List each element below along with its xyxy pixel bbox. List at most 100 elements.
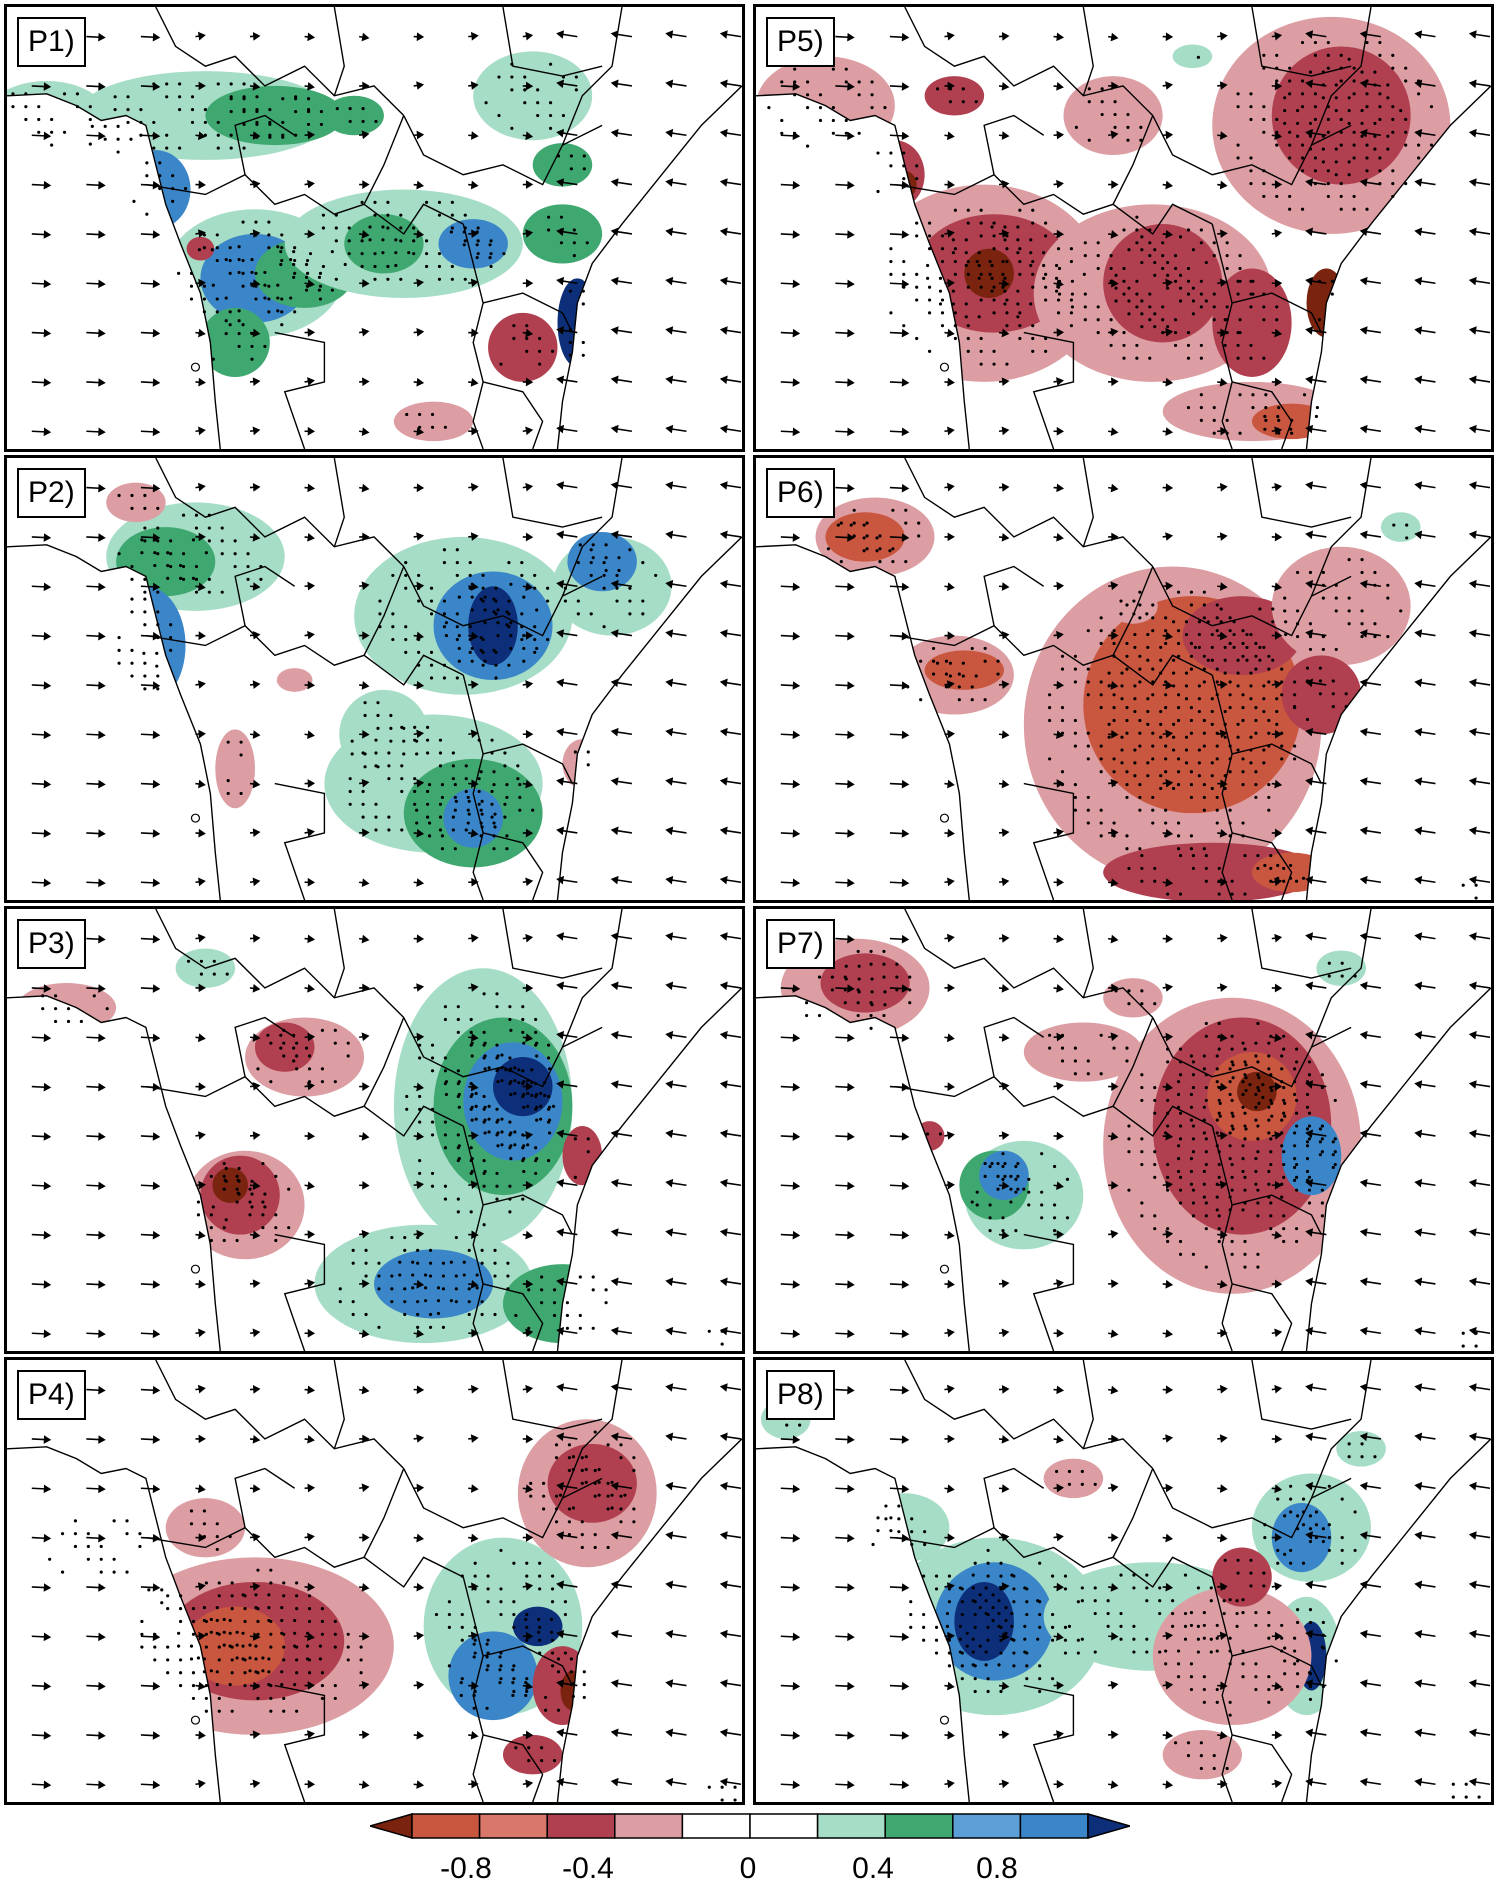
wind-arrowhead: [152, 1583, 161, 1592]
wind-arrowhead: [198, 1082, 206, 1092]
wind-arrowhead: [901, 878, 910, 888]
anomaly-area: [344, 214, 424, 274]
anomaly-area: [185, 1606, 285, 1686]
coastline: [1305, 1438, 1491, 1802]
wind-arrowhead: [1305, 326, 1314, 335]
wind-arrowhead: [901, 1780, 910, 1790]
wind-arrowhead: [792, 1280, 801, 1289]
wind-arrowhead: [1414, 79, 1423, 89]
wind-arrowhead: [1165, 631, 1174, 641]
wind-arrowhead: [361, 32, 370, 42]
wind-arrowhead: [361, 1229, 370, 1239]
wind-arrowhead: [307, 1532, 315, 1542]
wind-arrowhead: [1219, 582, 1228, 591]
wind-arrowhead: [307, 179, 315, 189]
wind-arrowhead: [719, 1580, 728, 1590]
country-border: [234, 1016, 296, 1077]
wind-arrowhead: [1220, 1230, 1228, 1240]
map-panel-p5: P5): [753, 4, 1494, 452]
wind-vectors: [780, 30, 1491, 437]
wind-arrowhead: [471, 1779, 479, 1789]
colorbar-tick-label: 0.8: [976, 1852, 1018, 1885]
wind-arrowhead: [1110, 878, 1119, 887]
wind-arrowhead: [152, 779, 161, 789]
wind-arrowhead: [43, 1780, 52, 1790]
wind-arrowhead: [252, 1384, 261, 1394]
wind-arrowhead: [1111, 81, 1119, 91]
wind-arrowhead: [198, 1180, 206, 1190]
wind-arrowhead: [1165, 1032, 1174, 1042]
wind-arrowhead: [1110, 1680, 1119, 1690]
wind-arrowhead: [1359, 1383, 1368, 1392]
wind-arrowhead: [1001, 1181, 1010, 1190]
ocean-area: [756, 1446, 970, 1802]
wind-arrowhead: [719, 481, 728, 490]
colorbar-box: [884, 1813, 954, 1839]
wind-arrowhead: [43, 1681, 52, 1691]
wind-arrowhead: [719, 375, 728, 385]
wind-arrowhead: [416, 327, 425, 337]
wind-arrowhead: [470, 1082, 479, 1092]
wind-arrowhead: [98, 1385, 106, 1395]
wind-arrowhead: [43, 779, 52, 789]
wind-arrowhead: [947, 1779, 955, 1789]
wind-arrowhead: [470, 1180, 479, 1190]
wind-arrowhead: [719, 1129, 728, 1139]
wind-arrowhead: [1220, 1328, 1228, 1338]
wind-arrowhead: [947, 426, 955, 436]
wind-arrowhead: [252, 131, 261, 140]
coastline: [756, 995, 970, 1351]
wind-arrowhead: [152, 829, 161, 838]
wind-arrowhead: [946, 229, 955, 238]
wind-arrowhead: [98, 180, 106, 190]
wind-arrowhead: [665, 1629, 674, 1639]
wind-arrowhead: [1110, 1229, 1119, 1239]
wind-arrowhead: [252, 877, 261, 887]
wind-arrowhead: [792, 1484, 801, 1494]
wind-arrowhead: [1274, 482, 1283, 492]
wind-arrowhead: [1056, 1434, 1064, 1444]
wind-arrowhead: [946, 1384, 955, 1394]
wind-arrowhead: [947, 1533, 955, 1543]
wind-arrowhead: [792, 1780, 801, 1790]
wind-arrowhead: [361, 327, 370, 337]
wind-arrowhead: [198, 532, 206, 542]
wind-arrowhead: [847, 378, 855, 387]
wind-arrowhead: [198, 1631, 206, 1641]
wind-arrowhead: [1359, 1178, 1368, 1188]
wind-arrowhead: [252, 582, 261, 591]
wind-arrowhead: [307, 1632, 315, 1641]
wind-arrowhead: [43, 878, 52, 888]
wind-arrowhead: [1468, 1432, 1477, 1442]
wind-arrowhead: [556, 227, 565, 237]
ocean-area: [557, 987, 742, 1351]
wind-arrowhead: [901, 631, 910, 641]
wind-arrowhead: [307, 581, 316, 591]
wind-arrowhead: [1001, 1081, 1010, 1091]
wind-arrowhead: [416, 532, 425, 541]
wind-arrowhead: [1305, 375, 1314, 385]
wind-arrowhead: [1414, 1629, 1423, 1639]
wind-arrowhead: [792, 730, 801, 740]
anomaly-area: [324, 95, 384, 136]
wind-arrowhead: [198, 877, 206, 887]
wind-arrowhead: [1414, 1178, 1423, 1188]
wind-arrowhead: [556, 1432, 565, 1442]
wind-arrowhead: [1111, 1631, 1119, 1641]
wind-arrowhead: [1165, 729, 1174, 739]
wind-arrowhead: [1359, 777, 1368, 786]
wind-arrowhead: [152, 1385, 161, 1395]
wind-arrowhead: [1111, 631, 1119, 640]
wind-arrowhead: [471, 426, 479, 436]
colorbar-box: [478, 1813, 548, 1839]
wind-arrowhead: [792, 279, 801, 289]
wind-arrowhead: [416, 1631, 425, 1641]
wind-arrowhead: [361, 483, 370, 493]
wind-arrowhead: [946, 1033, 955, 1043]
country-border: [363, 1468, 405, 1558]
country-borders: [756, 7, 1491, 449]
wind-arrowhead: [1165, 680, 1174, 690]
wind-arrowhead: [307, 779, 316, 788]
map-plot-p5: [756, 7, 1491, 449]
wind-arrowhead: [416, 1229, 425, 1239]
